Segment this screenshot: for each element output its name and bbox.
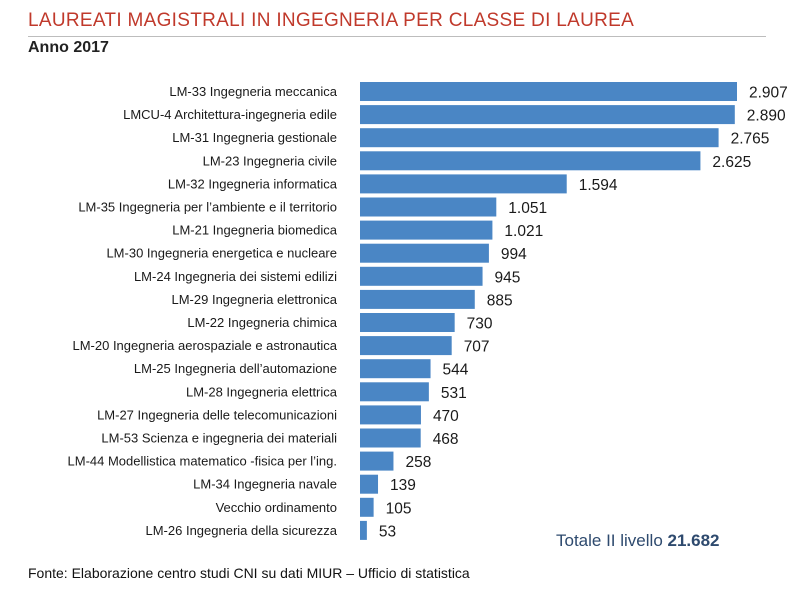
bar bbox=[360, 428, 421, 448]
bar-chart: LM-33 Ingegneria meccanica 2.907 LMCU-4 Ar… bbox=[68, 82, 788, 540]
value-label: 2.625 bbox=[712, 154, 751, 171]
value-label: 945 bbox=[495, 269, 521, 286]
category-label: Vecchio ordinamento bbox=[216, 500, 337, 515]
category-label: LM-29 Ingegneria elettronica bbox=[172, 292, 338, 307]
value-label: 707 bbox=[464, 339, 490, 356]
value-label: 994 bbox=[501, 246, 527, 263]
category-label: LM-30 Ingegneria energetica e nucleare bbox=[106, 246, 337, 261]
bar bbox=[360, 220, 493, 240]
category-label: LM-31 Ingegneria gestionale bbox=[172, 130, 337, 145]
category-label: LM-35 Ingegneria per l’ambiente e il ter… bbox=[78, 200, 337, 215]
category-label: LM-26 Ingegneria della sicurezza bbox=[146, 523, 338, 538]
source-note: Fonte: Elaborazione centro studi CNI su … bbox=[28, 565, 470, 581]
chart-subtitle: Anno 2017 bbox=[28, 39, 109, 56]
bar bbox=[360, 266, 483, 286]
value-label: 2.765 bbox=[731, 131, 770, 148]
total-label: Totale II livello bbox=[556, 531, 663, 550]
value-label: 2.907 bbox=[749, 85, 788, 102]
category-label: LM-20 Ingegneria aerospaziale e astronau… bbox=[72, 338, 337, 353]
value-label: 105 bbox=[386, 500, 412, 517]
category-label: LM-33 Ingegneria meccanica bbox=[169, 84, 337, 99]
category-label: LM-53 Scienza e ingegneria dei materiali bbox=[101, 431, 337, 446]
value-label: 2.890 bbox=[747, 108, 786, 125]
value-label: 53 bbox=[379, 523, 396, 540]
bar bbox=[360, 497, 374, 517]
bar bbox=[360, 359, 431, 379]
bar bbox=[360, 520, 367, 540]
category-label: LM-34 Ingegneria navale bbox=[193, 477, 337, 492]
bar bbox=[360, 405, 421, 425]
value-label: 1.594 bbox=[579, 177, 618, 194]
chart-title: LAUREATI MAGISTRALI IN INGEGNERIA PER CL… bbox=[28, 10, 635, 31]
bar bbox=[360, 197, 497, 217]
category-label: LM-23 Ingegneria civile bbox=[203, 153, 337, 168]
bar bbox=[360, 474, 379, 494]
total-summary: Totale II livello 21.682 bbox=[556, 531, 720, 551]
value-label: 1.021 bbox=[504, 223, 543, 240]
bar bbox=[360, 451, 394, 471]
bar bbox=[360, 336, 452, 356]
bar bbox=[360, 243, 489, 263]
value-label: 468 bbox=[433, 431, 459, 448]
bar bbox=[360, 151, 701, 171]
category-label: LM-21 Ingegneria biomedica bbox=[172, 223, 338, 238]
category-label: LMCU-4 Architettura-ingegneria edile bbox=[123, 107, 337, 122]
bar bbox=[360, 313, 455, 332]
value-label: 885 bbox=[487, 292, 513, 309]
bar bbox=[360, 105, 735, 125]
category-label: LM-27 Ingegneria delle telecomunicazioni bbox=[97, 407, 337, 422]
category-label: LM-25 Ingegneria dell’automazione bbox=[134, 361, 337, 376]
bar bbox=[360, 174, 567, 194]
value-label: 139 bbox=[390, 477, 416, 494]
bar bbox=[360, 82, 737, 101]
category-label: LM-44 Modellistica matematico -fisica pe… bbox=[68, 454, 337, 469]
value-label: 1.051 bbox=[508, 200, 547, 217]
category-label: LM-24 Ingegneria dei sistemi edilizi bbox=[134, 269, 337, 284]
value-label: 544 bbox=[443, 362, 469, 379]
bar bbox=[360, 289, 475, 309]
bar bbox=[360, 382, 429, 402]
category-label: LM-32 Ingegneria informatica bbox=[168, 176, 338, 191]
value-label: 531 bbox=[441, 385, 467, 402]
total-value: 21.682 bbox=[667, 531, 720, 550]
value-label: 258 bbox=[405, 454, 431, 471]
title-divider bbox=[28, 36, 766, 37]
bar bbox=[360, 128, 719, 148]
value-label: 730 bbox=[467, 316, 493, 333]
value-label: 470 bbox=[433, 408, 459, 425]
category-label: LM-22 Ingegneria chimica bbox=[187, 315, 337, 330]
category-label: LM-28 Ingegneria elettrica bbox=[186, 384, 338, 399]
